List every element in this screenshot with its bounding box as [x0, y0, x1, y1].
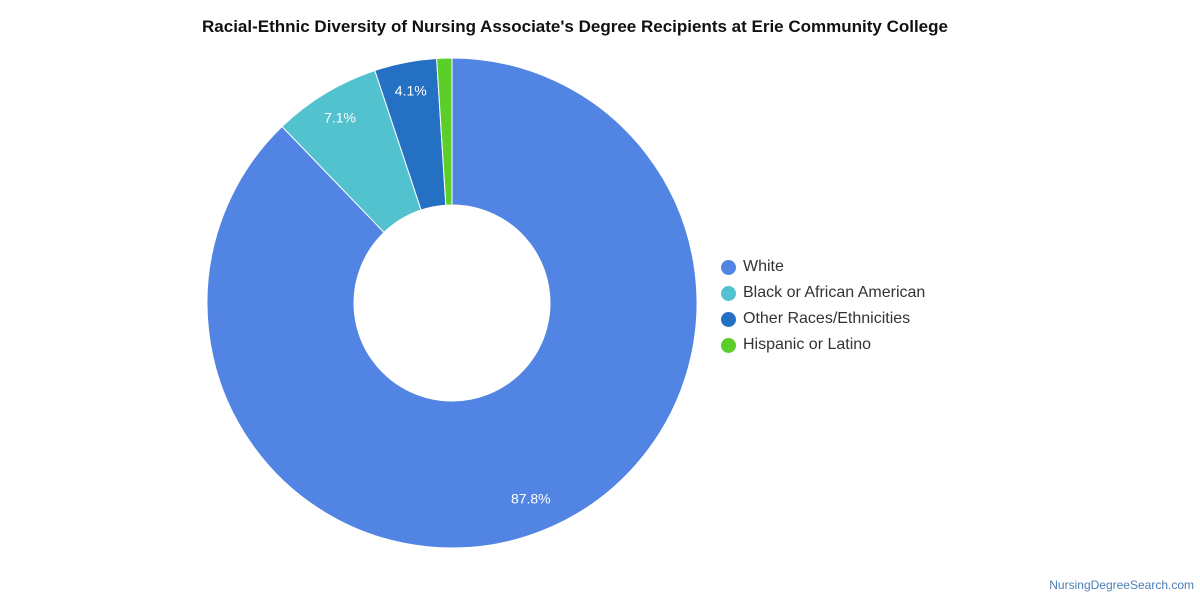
chart-title: Racial-Ethnic Diversity of Nursing Assoc…	[202, 17, 948, 36]
legend-swatch-icon	[721, 285, 736, 301]
legend-item-other-races-ethnicities[interactable]: Other Races/Ethnicities	[721, 306, 925, 332]
legend-swatch-icon	[721, 259, 736, 275]
legend-swatch-icon	[721, 311, 736, 327]
slice-white[interactable]	[206, 57, 698, 549]
site-credit[interactable]: NursingDegreeSearch.com	[1049, 578, 1194, 592]
legend-label: White	[743, 258, 784, 275]
legend-label: Black or African American	[743, 284, 926, 301]
legend-label: Hispanic or Latino	[743, 336, 872, 353]
chart-legend: White Black or African American Other Race…	[721, 254, 925, 358]
slice-hispanic-or-latino[interactable]	[436, 57, 453, 206]
slice-label-black-or-african-american: 7.1%	[324, 110, 356, 126]
legend-label: Other Races/Ethnicities	[743, 310, 911, 327]
legend-item-white[interactable]: White	[721, 254, 925, 280]
slice-label-other-races-ethnicities: 4.1%	[395, 82, 427, 98]
slice-label-white: 87.8%	[511, 490, 551, 506]
legend-swatch-icon	[721, 337, 736, 353]
legend-item-black-or-african-american[interactable]: Black or African American	[721, 280, 925, 306]
legend-item-hispanic-or-latino[interactable]: Hispanic or Latino	[721, 332, 925, 358]
